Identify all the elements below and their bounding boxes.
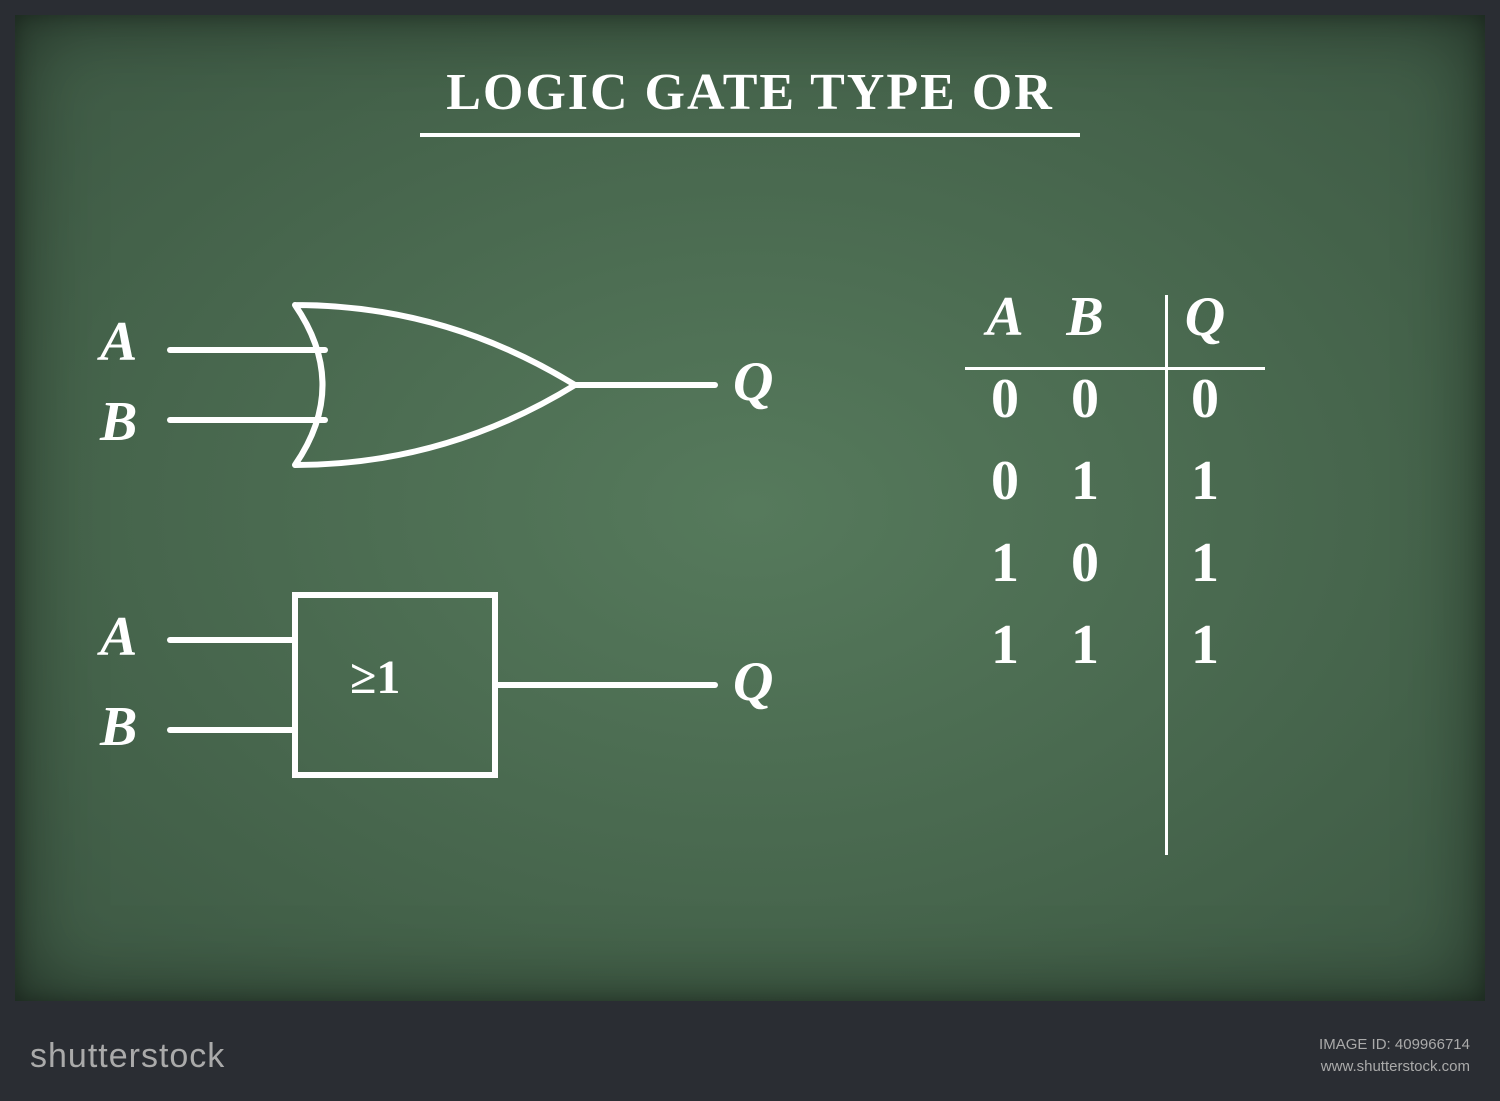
gate1-input-b-label: B bbox=[100, 390, 137, 454]
tt-r2-a: 1 bbox=[965, 531, 1045, 595]
iec-symbol: ≥1 bbox=[350, 650, 400, 705]
tt-r1-q: 1 bbox=[1165, 449, 1245, 513]
tt-r2-b: 0 bbox=[1045, 531, 1125, 595]
or-gate-body bbox=[295, 305, 575, 465]
footer-image-id-label: IMAGE ID: bbox=[1319, 1036, 1391, 1053]
tt-col-q: Q bbox=[1165, 285, 1245, 349]
footer-image-id: 409966714 bbox=[1395, 1036, 1470, 1053]
truth-table-hline bbox=[965, 367, 1265, 370]
tt-r2-q: 1 bbox=[1165, 531, 1245, 595]
footer-brand: shutterstock bbox=[30, 1037, 225, 1076]
tt-r3-q: 1 bbox=[1165, 613, 1245, 677]
gate1-input-a-label: A bbox=[100, 310, 137, 374]
tt-col-b: B bbox=[1045, 285, 1125, 349]
chalkboard: LOGIC GATE TYPE OR A B Q A B Q ≥1 bbox=[15, 15, 1485, 1001]
tt-r0-a: 0 bbox=[965, 367, 1045, 431]
footer-bar: shutterstock IMAGE ID: 409966714 www.shu… bbox=[0, 1011, 1500, 1101]
footer-site: www.shutterstock.com bbox=[1319, 1056, 1470, 1079]
gate2-output-label: Q bbox=[733, 650, 773, 714]
or-gate-ansi bbox=[170, 305, 715, 465]
tt-r3-b: 1 bbox=[1045, 613, 1125, 677]
truth-table-grid: A B Q 0 0 0 0 1 1 1 0 1 1 1 1 bbox=[965, 285, 1345, 677]
gate2-input-b-label: B bbox=[100, 695, 137, 759]
gate2-input-a-label: A bbox=[100, 605, 137, 669]
tt-r1-a: 0 bbox=[965, 449, 1045, 513]
truth-table-vline bbox=[1165, 295, 1168, 855]
truth-table: A B Q 0 0 0 0 1 1 1 0 1 1 1 1 bbox=[965, 285, 1345, 677]
tt-r3-a: 1 bbox=[965, 613, 1045, 677]
tt-r0-q: 0 bbox=[1165, 367, 1245, 431]
tt-r1-b: 1 bbox=[1045, 449, 1125, 513]
tt-col-a: A bbox=[965, 285, 1045, 349]
footer-meta: IMAGE ID: 409966714 www.shutterstock.com bbox=[1319, 1034, 1470, 1079]
or-gate-iec bbox=[170, 595, 715, 775]
gate1-output-label: Q bbox=[733, 350, 773, 414]
tt-r0-b: 0 bbox=[1045, 367, 1125, 431]
